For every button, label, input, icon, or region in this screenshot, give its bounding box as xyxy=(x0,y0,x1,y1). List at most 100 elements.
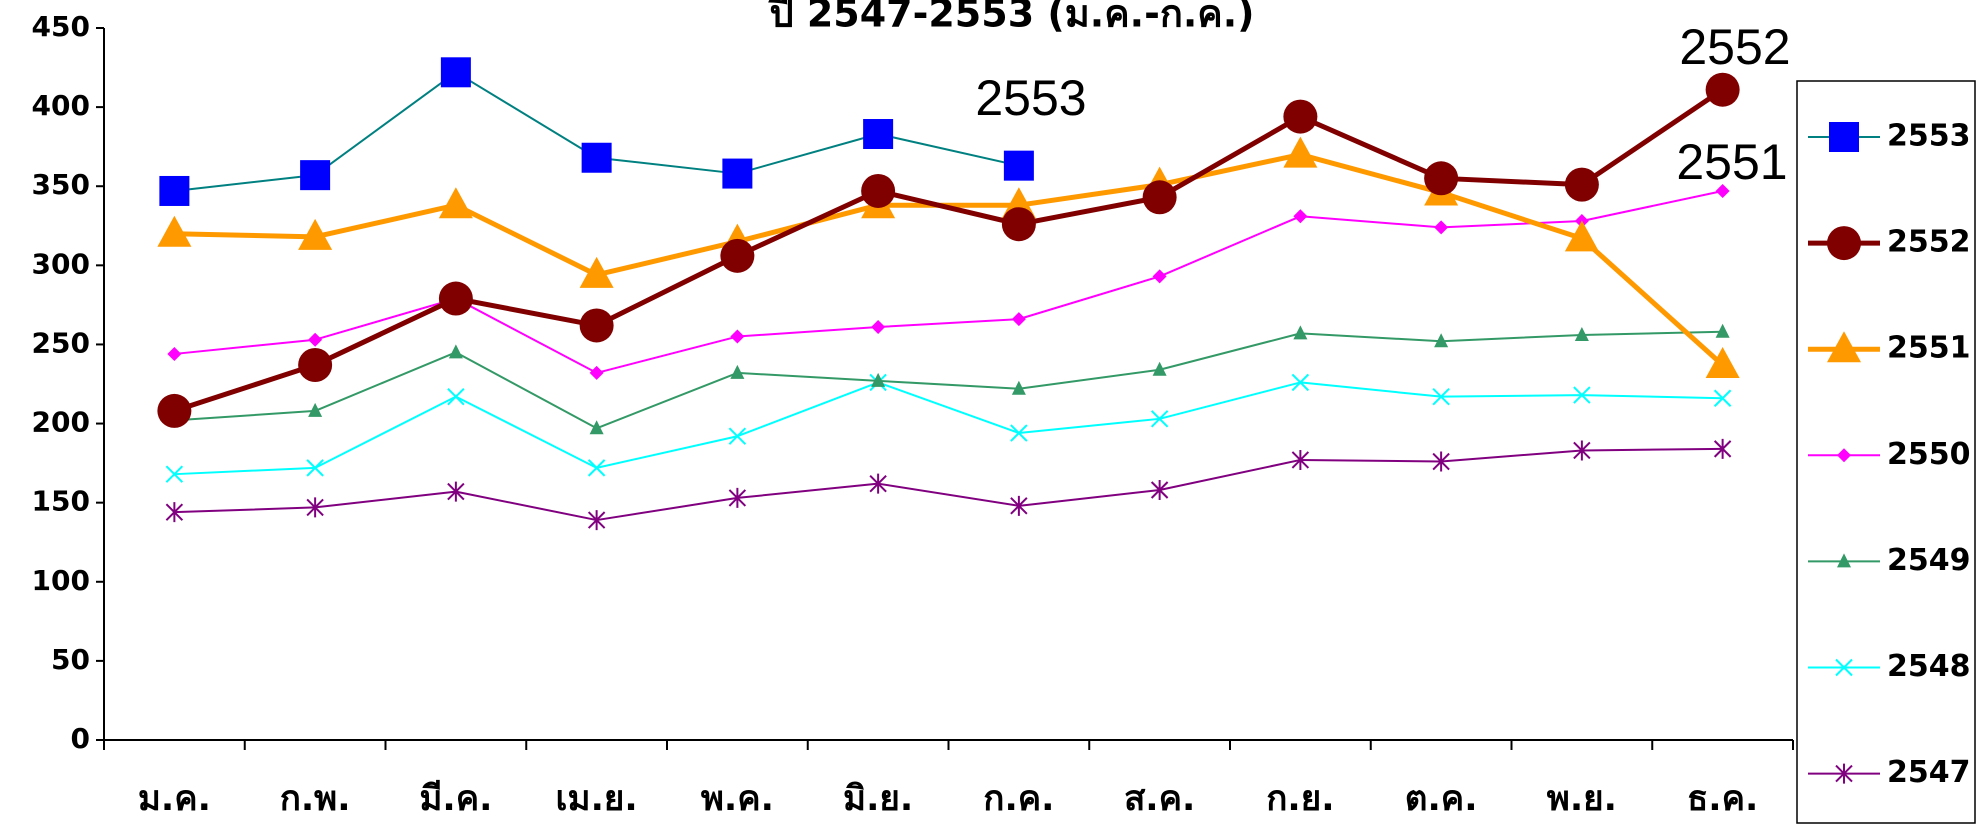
marker xyxy=(157,215,192,247)
legend-marker xyxy=(1827,226,1861,261)
marker xyxy=(298,218,333,250)
y-tick-label: 450 xyxy=(32,10,90,43)
marker xyxy=(720,238,755,273)
marker xyxy=(1713,389,1732,407)
series-line xyxy=(173,87,1725,414)
x-tick-label: ก.พ. xyxy=(280,779,351,819)
marker xyxy=(1574,326,1589,341)
marker xyxy=(1434,333,1449,348)
y-tick-label: 200 xyxy=(32,406,90,439)
x-tick-label: ธ.ค. xyxy=(1687,779,1758,819)
y-tick-label: 150 xyxy=(32,485,90,518)
marker xyxy=(1715,323,1730,338)
marker xyxy=(1291,373,1310,392)
x-tick-label: พ.ย. xyxy=(1547,779,1617,819)
x-tick-label: ก.ย. xyxy=(1266,779,1334,819)
legend-marker xyxy=(1837,553,1851,568)
legend-label: 2549 xyxy=(1887,543,1971,578)
marker xyxy=(1432,451,1450,472)
marker xyxy=(308,332,323,347)
marker xyxy=(1432,387,1450,406)
marker xyxy=(1283,136,1318,168)
marker xyxy=(581,142,612,173)
marker xyxy=(1010,424,1028,442)
marker xyxy=(730,364,745,379)
marker xyxy=(1142,180,1177,215)
marker xyxy=(1573,440,1591,461)
marker xyxy=(587,510,606,531)
marker xyxy=(300,160,331,191)
marker xyxy=(1564,220,1599,252)
marker xyxy=(298,348,333,383)
marker xyxy=(1283,99,1318,134)
marker xyxy=(730,329,745,344)
marker xyxy=(1011,380,1026,395)
series-line xyxy=(174,330,1723,430)
marker xyxy=(438,187,473,219)
x-tick-label: ก.ค. xyxy=(983,779,1054,819)
legend-marker xyxy=(1835,658,1853,677)
legend-marker xyxy=(1835,763,1853,784)
y-tick-label: 400 xyxy=(32,89,90,122)
chart-title: ปี 2547-2553 (ม.ค.-ก.ค.) xyxy=(768,0,1255,36)
x-tick-label: มิ.ย. xyxy=(843,779,913,819)
marker xyxy=(579,308,614,343)
marker xyxy=(1001,207,1036,242)
x-tick-label: เม.ย. xyxy=(556,779,638,819)
y-tick-label: 350 xyxy=(32,168,90,201)
marker xyxy=(1705,72,1740,107)
legend-label: 2547 xyxy=(1887,755,1971,790)
series-line xyxy=(174,152,1725,367)
marker xyxy=(157,393,192,428)
series-line xyxy=(174,381,1723,476)
x-tick-label: มี.ค. xyxy=(419,779,492,819)
marker xyxy=(1293,325,1308,340)
marker xyxy=(165,465,184,483)
marker xyxy=(871,320,886,335)
y-tick-label: 0 xyxy=(71,722,90,755)
marker xyxy=(869,473,887,494)
marker xyxy=(165,502,184,523)
legend-box xyxy=(1796,80,1976,824)
legend-label: 2553 xyxy=(1887,119,1971,154)
marker xyxy=(1152,269,1167,284)
y-tick-label: 250 xyxy=(32,326,90,359)
legend-label: 2551 xyxy=(1887,331,1971,366)
marker xyxy=(1291,449,1310,470)
marker xyxy=(447,387,465,406)
x-tick-label: ม.ค. xyxy=(138,779,211,819)
marker xyxy=(579,256,614,288)
annotation: 2553 xyxy=(975,70,1086,126)
marker xyxy=(1424,161,1459,196)
marker xyxy=(589,365,604,380)
legend-label: 2550 xyxy=(1887,437,1971,472)
y-tick-label: 100 xyxy=(32,564,90,597)
marker xyxy=(1003,150,1034,181)
legend-marker xyxy=(1829,122,1859,152)
marker xyxy=(1713,438,1732,459)
x-tick-label: ต.ค. xyxy=(1405,779,1478,819)
annotation: 2552 xyxy=(1679,19,1790,75)
marker xyxy=(861,173,896,208)
legend-marker xyxy=(1837,448,1851,463)
marker xyxy=(587,459,606,477)
legend-marker xyxy=(1827,331,1861,363)
marker xyxy=(1434,220,1449,235)
marker xyxy=(159,175,190,206)
series-line xyxy=(174,189,1723,374)
marker xyxy=(1715,183,1730,198)
marker xyxy=(306,497,324,518)
annotation: 2551 xyxy=(1676,134,1787,190)
marker xyxy=(447,481,465,502)
marker xyxy=(1564,167,1599,202)
marker xyxy=(1293,209,1308,224)
marker xyxy=(1705,347,1740,379)
marker xyxy=(589,420,604,435)
legend-label: 2548 xyxy=(1887,649,1971,684)
marker xyxy=(1010,495,1028,516)
series-line xyxy=(174,447,1723,522)
marker xyxy=(728,427,747,445)
marker xyxy=(863,119,894,150)
marker xyxy=(728,487,747,508)
